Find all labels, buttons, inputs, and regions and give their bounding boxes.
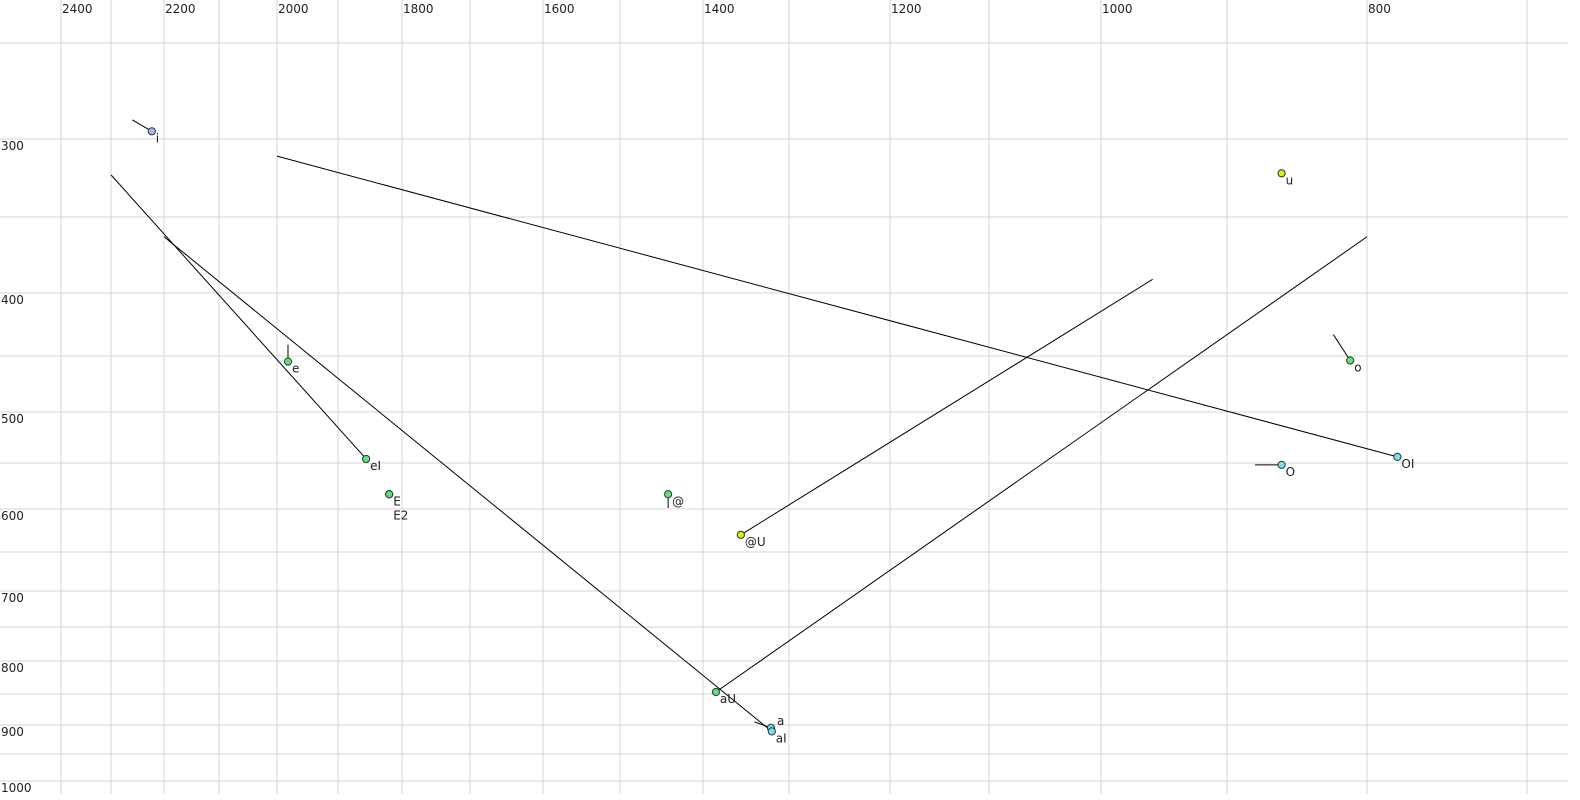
y-tick-label: 900	[1, 725, 24, 739]
vowel-point-eI	[362, 454, 371, 464]
trajectory-line	[163, 236, 773, 732]
vowel-label: aU	[720, 692, 736, 706]
vowel-label: @U	[745, 535, 766, 549]
vowel-label: a	[777, 714, 784, 728]
vowel-point-O	[1277, 460, 1286, 469]
y-tick-label: 1000	[1, 781, 32, 795]
trajectory-line	[276, 155, 1398, 458]
vowel-label: @	[672, 494, 684, 508]
y-tick-label: 800	[1, 661, 24, 675]
vowel-points: i u e eI EE2 @ @U aU a aI o O OI	[147, 127, 1414, 745]
tick-labels: 2400 2200 2000 1800 1600 1400 1200 1000 800 300 40…	[1, 2, 1391, 795]
vowel-label: eI	[370, 459, 381, 473]
trajectory-line	[740, 278, 1153, 536]
vowel-point-OI	[1393, 452, 1402, 461]
x-tick-label: 2200	[165, 2, 196, 16]
trajectories	[110, 119, 1398, 732]
x-tick-label: 1200	[891, 2, 922, 16]
vowel-point-aI	[767, 727, 776, 736]
vowel-label: E2	[393, 508, 408, 522]
vowel-point-e	[283, 357, 293, 366]
vowel-label: i	[156, 131, 159, 145]
y-tick-label: 300	[1, 139, 24, 153]
x-tick-label: 1600	[544, 2, 575, 16]
x-tick-label: 1000	[1102, 2, 1133, 16]
y-tick-label: 600	[1, 509, 24, 523]
vowel-label: u	[1286, 173, 1294, 187]
vowel-label: E	[393, 494, 401, 508]
trajectory-line	[1332, 334, 1351, 361]
vowel-point-i	[147, 127, 156, 136]
vowel-label: aI	[776, 731, 787, 745]
vowel-label: o	[1354, 360, 1361, 374]
y-tick-label: 500	[1, 412, 24, 426]
x-tick-label: 1800	[403, 2, 434, 16]
trajectory-line	[110, 174, 367, 460]
x-tick-label: 2400	[62, 2, 93, 16]
x-tick-label: 800	[1368, 2, 1391, 16]
x-tick-label: 1400	[704, 2, 735, 16]
vowel-point-aU	[711, 687, 721, 697]
trajectory-line	[715, 236, 1368, 693]
vowel-label: OI	[1401, 457, 1414, 471]
vowel-label: O	[1286, 465, 1295, 479]
vowel-point-u	[1277, 169, 1286, 178]
y-tick-label: 700	[1, 591, 24, 605]
x-tick-label: 2000	[278, 2, 309, 16]
vowel-point-@	[664, 490, 673, 499]
y-tick-label: 400	[1, 293, 24, 307]
vowel-label: e	[292, 362, 299, 376]
vowel-point-@U	[736, 530, 745, 539]
vowel-point-o	[1346, 356, 1355, 365]
vowel-point-E2	[385, 490, 394, 499]
